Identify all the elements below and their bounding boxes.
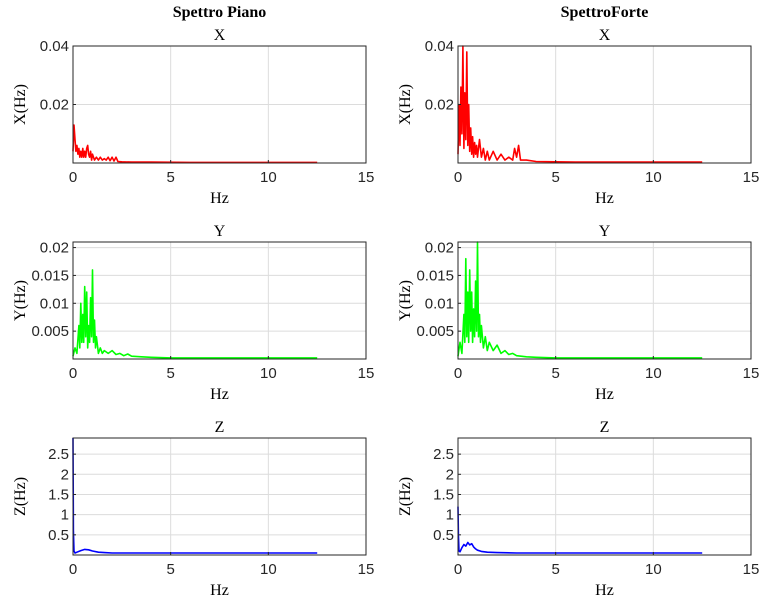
axes-box [457, 241, 752, 360]
x-tick-label: 0 [454, 365, 462, 382]
y-tick-label: 2.5 [48, 446, 69, 463]
data-line [72, 437, 318, 554]
x-tick-label: 10 [260, 365, 277, 382]
subplot-title: Y [599, 223, 611, 240]
x-tick-label: 15 [743, 169, 760, 186]
x-tick-label: 5 [551, 561, 559, 578]
x-tick-label: 0 [69, 365, 77, 382]
x-tick-label: 0 [69, 561, 77, 578]
subplot-title: Z [600, 419, 610, 436]
y-axis-label: Y(Hz) [397, 280, 414, 321]
y-axis-label: Y(Hz) [12, 280, 29, 321]
x-tick-label: 15 [743, 365, 760, 382]
data-line [72, 269, 318, 359]
y-tick-label: 2.5 [433, 446, 454, 463]
y-tick-label: 0.015 [31, 267, 69, 284]
data-line [457, 506, 703, 554]
x-tick-label: 10 [260, 561, 277, 578]
x-tick-label: 10 [645, 561, 662, 578]
x-axis-label: Hz [595, 190, 614, 207]
y-tick-label: 0.01 [425, 295, 454, 312]
y-tick-label: 2 [446, 466, 454, 483]
subplot-title: X [214, 27, 226, 44]
y-tick-label: 1.5 [48, 486, 69, 503]
x-tick-label: 5 [166, 365, 174, 382]
y-axis-label: X(Hz) [397, 84, 414, 125]
x-tick-label: 0 [69, 169, 77, 186]
x-axis-label: Hz [210, 582, 229, 599]
x-tick-label: 10 [260, 169, 277, 186]
y-tick-label: 0.04 [425, 38, 454, 55]
axes-box [457, 437, 752, 556]
x-tick-label: 5 [166, 169, 174, 186]
subplot-4: Y 0 5 10 15 0.005 0.01 0.015 0.02 Hz Y(Hz) [397, 223, 759, 403]
y-tick-label: 0.005 [31, 323, 69, 340]
x-axis-label: Hz [595, 582, 614, 599]
x-tick-label: 15 [743, 561, 760, 578]
y-tick-label: 0.5 [48, 527, 69, 544]
x-tick-label: 5 [551, 365, 559, 382]
y-tick-label: 0.02 [425, 97, 454, 114]
data-line [72, 124, 318, 164]
y-tick-label: 2 [61, 466, 69, 483]
y-axis-label: Z(Hz) [12, 477, 29, 516]
y-tick-label: 0.005 [416, 323, 454, 340]
column-title: Spettro Piano [173, 4, 266, 21]
axes-box [72, 437, 367, 556]
y-axis-label: X(Hz) [12, 84, 29, 125]
x-tick-label: 15 [358, 169, 375, 186]
subplot-3: Y 0 5 10 15 0.005 0.01 0.015 0.02 Hz Y(Hz) [12, 223, 374, 403]
subplot-title: Z [215, 419, 225, 436]
x-tick-label: 5 [551, 169, 559, 186]
axes-box [72, 241, 367, 360]
x-tick-label: 0 [454, 561, 462, 578]
subplot-1: Spettro Piano X 0 5 10 15 0.02 0.04 Hz X(Hz) [12, 4, 374, 207]
y-tick-label: 1.5 [433, 486, 454, 503]
y-axis-label: Z(Hz) [397, 477, 414, 516]
subplot-title: X [599, 27, 611, 44]
column-title: SpettroForte [561, 4, 649, 21]
y-tick-label: 0.01 [40, 295, 69, 312]
x-tick-label: 10 [645, 365, 662, 382]
y-tick-label: 0.5 [433, 527, 454, 544]
x-tick-label: 15 [358, 561, 375, 578]
x-tick-label: 10 [645, 169, 662, 186]
subplot-2: SpettroForte X 0 5 10 15 0.02 0.04 Hz X(Hz) [397, 4, 759, 207]
y-tick-label: 1 [446, 507, 454, 524]
subplot-5: Z 0 5 10 15 0.5 1 1.5 2 2.5 Hz Z(Hz) [12, 419, 374, 599]
subplot-title: Y [214, 223, 226, 240]
data-line [457, 241, 703, 359]
y-tick-label: 0.02 [425, 240, 454, 257]
y-tick-label: 0.015 [416, 267, 454, 284]
x-axis-label: Hz [210, 386, 229, 403]
x-tick-label: 5 [166, 561, 174, 578]
y-tick-label: 0.02 [40, 97, 69, 114]
x-tick-label: 0 [454, 169, 462, 186]
data-line [457, 45, 703, 163]
y-tick-label: 1 [61, 507, 69, 524]
x-tick-label: 15 [358, 365, 375, 382]
y-tick-label: 0.04 [40, 38, 69, 55]
y-tick-label: 0.02 [40, 240, 69, 257]
subplot-6: Z 0 5 10 15 0.5 1 1.5 2 2.5 Hz Z(Hz) [397, 419, 759, 599]
x-axis-label: Hz [595, 386, 614, 403]
x-axis-label: Hz [210, 190, 229, 207]
